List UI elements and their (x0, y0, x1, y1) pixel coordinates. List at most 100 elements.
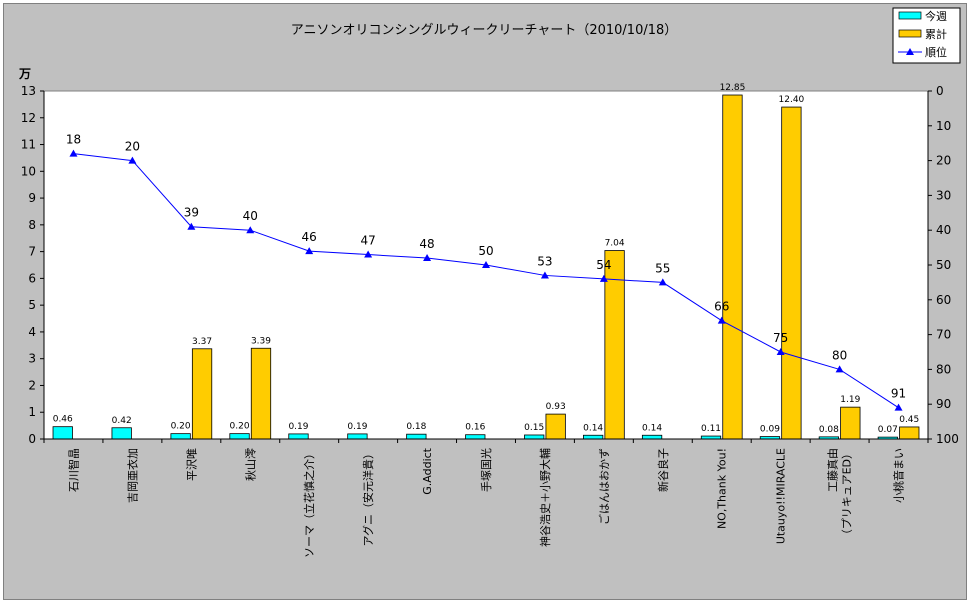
rank-label: 66 (714, 300, 729, 314)
y-tick-label: 9 (28, 191, 36, 205)
y2-tick-label: 10 (936, 119, 951, 133)
rank-marker (187, 222, 196, 230)
y2-tick-label: 40 (936, 223, 951, 237)
legend-label-weekly: 今週 (925, 9, 947, 23)
bar-weekly-label: 0.07 (878, 425, 898, 435)
bar-weekly-label: 0.09 (760, 425, 780, 435)
legend-swatch-total (898, 29, 922, 38)
rank-marker (599, 274, 608, 282)
rank-label: 91 (891, 387, 906, 401)
rank-label: 18 (66, 133, 81, 147)
bar-total (545, 413, 566, 440)
rank-marker (69, 149, 78, 157)
rank-marker (305, 247, 314, 255)
rank-marker (128, 156, 137, 164)
y2-tick-label: 90 (936, 397, 951, 411)
x-tick-label: 石川智晶 (66, 448, 80, 492)
bar-total-label: 1.19 (840, 395, 860, 405)
bar-weekly-label: 0.16 (465, 423, 485, 433)
bar-total-label: 0.93 (546, 402, 566, 412)
bar-weekly-label: 0.46 (53, 415, 73, 425)
bar-weekly-label: 0.18 (406, 422, 426, 432)
rank-label: 40 (243, 209, 258, 223)
rank-label: 47 (360, 234, 375, 248)
rank-label: 53 (537, 254, 552, 268)
legend-marker-rank (906, 48, 914, 55)
bar-weekly (583, 434, 604, 440)
bar-weekly-label: 0.19 (347, 422, 367, 432)
bar-weekly (52, 426, 73, 440)
rank-label: 48 (419, 237, 434, 251)
bar-weekly-label: 0.20 (171, 422, 191, 432)
bar-weekly-label: 0.20 (230, 422, 250, 432)
x-tick-label: アグニ（安元洋貴） (361, 448, 375, 546)
bar-weekly-label: 0.42 (112, 416, 132, 426)
x-tick-label: ごはんはおかず (597, 448, 611, 525)
x-tick-label: Utauyo!!MIRACLE (775, 448, 788, 544)
bar-total-label: 3.37 (192, 337, 212, 347)
rank-marker (835, 365, 844, 373)
bar-weekly (170, 433, 191, 440)
x-tick-label: 吉岡亜衣加 (125, 448, 139, 503)
bar-total (722, 94, 743, 440)
rank-marker (894, 403, 903, 411)
bar-total (250, 347, 272, 440)
y-tick-label: 1 (28, 405, 36, 419)
y2-tick-label: 100 (936, 432, 959, 446)
bar-weekly-label: 0.11 (701, 424, 721, 434)
y2-tick-label: 80 (936, 362, 951, 376)
rank-label: 80 (832, 348, 847, 362)
bar-weekly (229, 433, 250, 440)
legend-label-total: 累計 (925, 27, 947, 41)
y-tick-label: 7 (28, 245, 36, 259)
bar-weekly-label: 0.19 (288, 422, 308, 432)
x-tick-label: NO,Thank You! (716, 448, 729, 529)
x-tick-label: 小桃音まい (892, 448, 906, 503)
bar-total-label: 12.85 (720, 83, 746, 93)
x-tick-label: 手塚国光 (479, 448, 493, 492)
bar-total (840, 406, 861, 440)
x-tick-label: G.Addict (421, 447, 434, 494)
y2-tick-label: 0 (936, 84, 944, 98)
bar-weekly-label: 0.14 (642, 423, 662, 433)
y-tick-label: 8 (28, 218, 36, 232)
y-tick-label: 10 (21, 164, 36, 178)
rank-label: 39 (184, 206, 199, 220)
y2-tick-label: 60 (936, 293, 951, 307)
y-tick-label: 11 (21, 138, 36, 152)
y-tick-label: 0 (28, 432, 36, 446)
rank-label: 50 (478, 244, 493, 258)
x-tick-label: 工藤真由 (826, 448, 840, 492)
bar-weekly (347, 433, 368, 440)
y-tick-label: 3 (28, 352, 36, 366)
rank-marker (423, 254, 432, 262)
y2-tick-label: 30 (936, 188, 951, 202)
x-tick-label: 平沢唯 (184, 448, 198, 481)
bar-total-label: 7.04 (605, 239, 625, 249)
bar-weekly-label: 0.15 (524, 423, 544, 433)
x-tick-label: ソーマ（立花慎之介） (302, 448, 316, 558)
bar-weekly-label: 0.08 (819, 425, 839, 435)
y2-tick-label: 70 (936, 328, 951, 342)
rank-marker (658, 278, 667, 286)
x-tick-label: 神谷浩史＋小野大輔 (538, 448, 552, 547)
y-tick-label: 6 (28, 271, 36, 285)
rank-label: 46 (302, 230, 317, 244)
x-tick-label: （プリキュアED） (841, 448, 854, 540)
legend-swatch-weekly (898, 11, 922, 20)
rank-label: 55 (655, 261, 670, 275)
rank-marker (482, 261, 490, 268)
chart-title: アニソンオリコンシングルウィークリーチャート（2010/10/18） (291, 23, 678, 38)
y-tick-label: 4 (28, 325, 36, 339)
y-tick-label: 12 (21, 111, 36, 125)
bar-total-label: 0.45 (899, 415, 919, 425)
bar-weekly (406, 433, 427, 440)
bar-total (191, 348, 213, 440)
bar-weekly (524, 434, 545, 440)
rank-marker (776, 348, 785, 355)
bar-total-label: 3.39 (251, 336, 271, 346)
rank-label: 20 (125, 140, 140, 154)
bar-weekly (465, 434, 486, 440)
bar-weekly (111, 427, 132, 440)
